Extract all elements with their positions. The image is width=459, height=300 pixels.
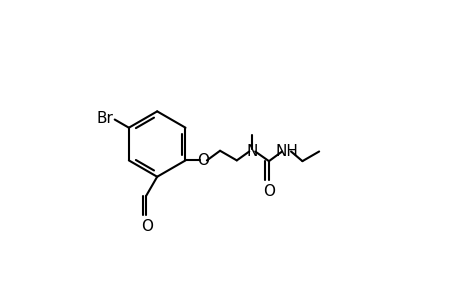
Text: O: O — [263, 184, 274, 199]
Text: O: O — [140, 219, 152, 234]
Text: N: N — [246, 144, 257, 159]
Text: Br: Br — [96, 111, 113, 126]
Text: O: O — [197, 153, 209, 168]
Text: NH: NH — [274, 144, 297, 159]
